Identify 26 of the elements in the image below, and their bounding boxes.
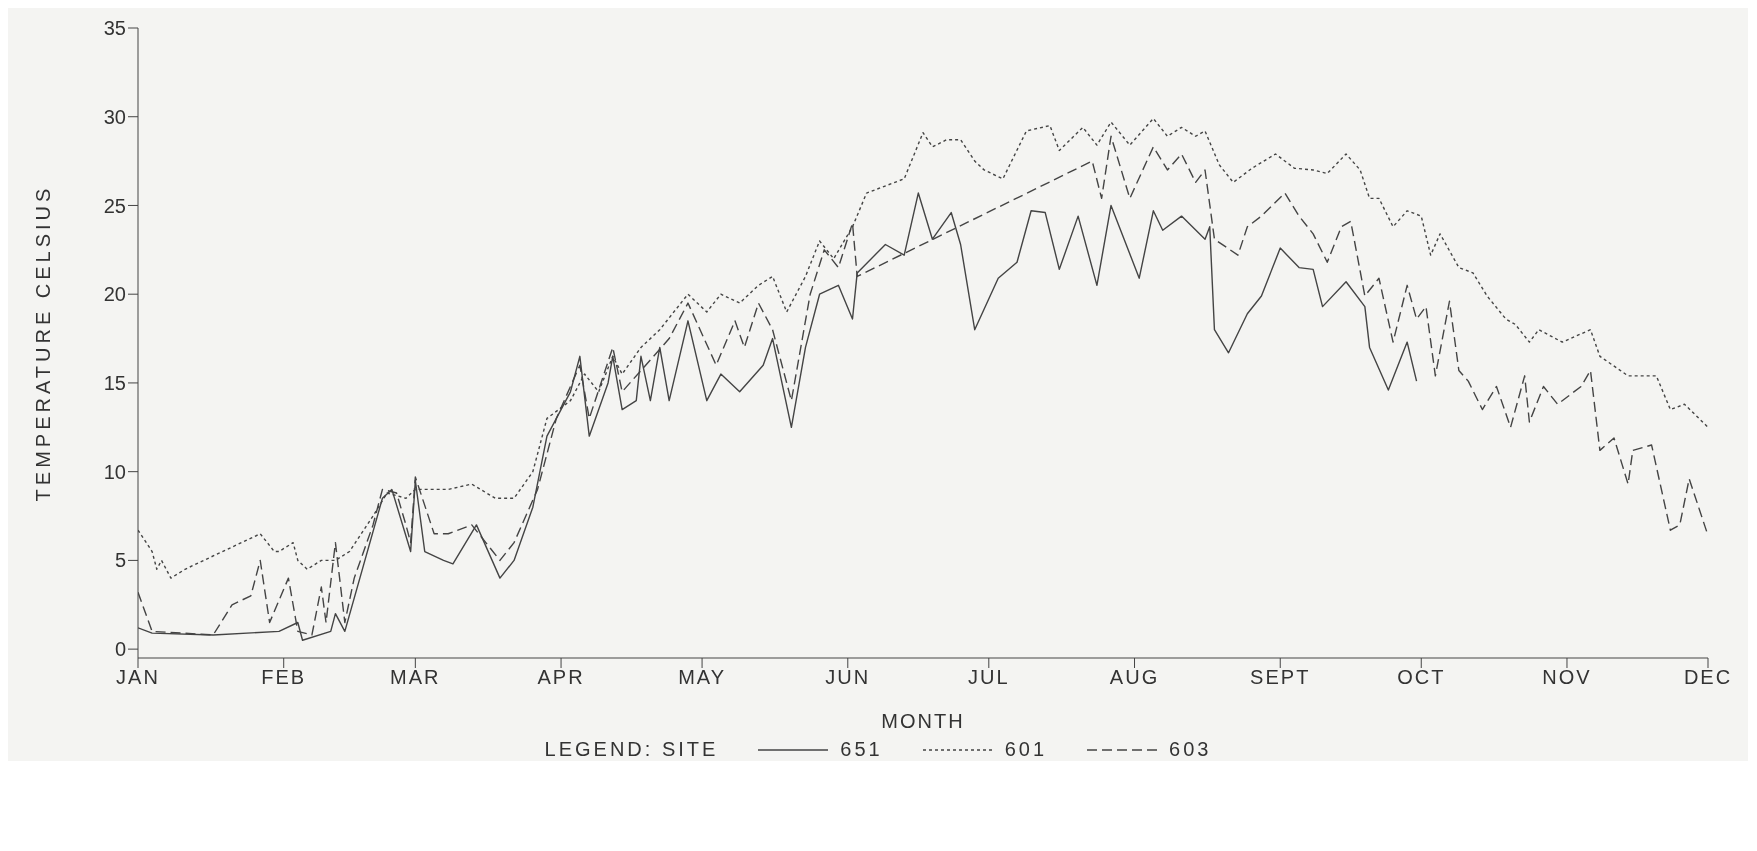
y-tick-label: 20 (103, 283, 126, 306)
legend-label: 651 (840, 738, 883, 761)
y-tick-label: 15 (103, 372, 126, 395)
x-tick-label: APR (537, 666, 585, 689)
x-tick-label: NOV (1542, 666, 1592, 689)
x-tick-label: MAR (390, 666, 441, 689)
x-tick-label: JUL (968, 666, 1010, 689)
y-tick-label: 30 (103, 105, 126, 128)
x-tick-label: DEC (1683, 666, 1733, 689)
legend-title: LEGEND: SITE (544, 738, 719, 761)
y-tick-label: 25 (103, 194, 126, 217)
y-axis-title: TEMPERATURE CELSIUS (32, 184, 55, 502)
legend-label: 603 (1169, 738, 1212, 761)
y-tick-label: 10 (103, 460, 126, 483)
y-tick-label: 35 (103, 17, 126, 40)
x-tick-label: FEB (261, 666, 307, 689)
y-tick-label: 5 (114, 549, 126, 572)
legend-label: 601 (1004, 738, 1048, 761)
x-tick-label: MAY (678, 666, 726, 689)
x-tick-label: JUN (825, 666, 871, 689)
y-tick-label: 0 (114, 638, 126, 661)
x-axis-title: MONTH (881, 710, 965, 732)
x-tick-label: SEPT (1250, 666, 1311, 689)
x-tick-label: JAN (116, 666, 160, 689)
x-tick-label: OCT (1397, 666, 1446, 689)
x-tick-label: AUG (1109, 666, 1160, 689)
